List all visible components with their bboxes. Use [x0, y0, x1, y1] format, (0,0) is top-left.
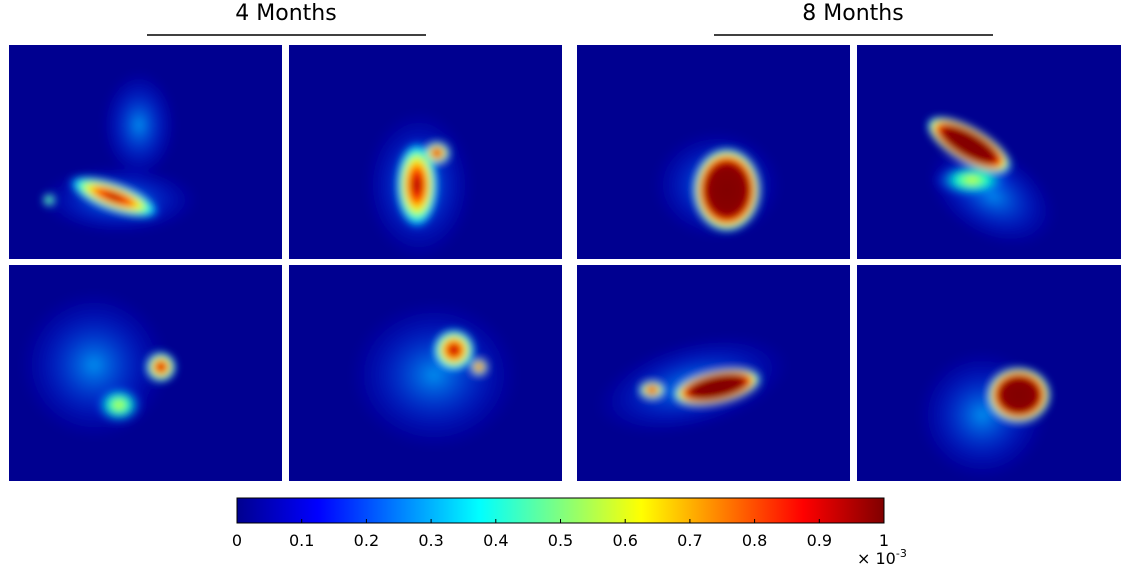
- colorbar-tick-label: 1: [879, 531, 889, 550]
- heatmap-panel: [289, 45, 562, 259]
- blob: [926, 116, 1012, 174]
- colorbar-tick-label: 0.4: [483, 531, 508, 550]
- blob: [349, 300, 519, 450]
- blob: [395, 140, 439, 230]
- colorbar-multiplier: × 10-3: [857, 547, 907, 568]
- colorbar-tick-label: 0.6: [612, 531, 637, 550]
- heatmap-panel: [289, 265, 562, 481]
- multiplier-base: × 10: [857, 549, 896, 568]
- colorbar-tick-label: 0.8: [742, 531, 767, 550]
- blob: [638, 380, 666, 400]
- heatmap-panel: [577, 45, 850, 259]
- colorbar-tick-label: 0.1: [289, 531, 314, 550]
- blob: [987, 367, 1051, 423]
- multiplier-exponent: -3: [896, 547, 907, 560]
- colorbar-tick-label: 0.9: [807, 531, 832, 550]
- header: 8 Months: [802, 1, 903, 26]
- blob: [432, 328, 476, 372]
- blob: [101, 70, 177, 180]
- blob: [470, 358, 488, 376]
- blob: [423, 141, 451, 165]
- blob: [94, 385, 144, 425]
- heatmap-panel: [857, 45, 1121, 259]
- blob: [41, 192, 57, 208]
- heatmap-panel: [9, 45, 282, 259]
- blob: [145, 351, 177, 383]
- colorbar-tick-label: 0.3: [418, 531, 443, 550]
- colorbar-tick-label: 0.5: [548, 531, 573, 550]
- colorbar-tick-label: 0.2: [354, 531, 379, 550]
- header: 4 Months: [235, 1, 336, 26]
- blob: [672, 367, 762, 407]
- heatmap-panel: [577, 265, 850, 481]
- colorbar: [236, 497, 885, 524]
- colorbar-tick-label: 0: [232, 531, 242, 550]
- heatmap-panel: [857, 265, 1121, 481]
- blob: [693, 148, 761, 232]
- colorbar-tick-label: 0.7: [677, 531, 702, 550]
- heatmap-panel: [9, 265, 282, 481]
- blob: [66, 174, 162, 220]
